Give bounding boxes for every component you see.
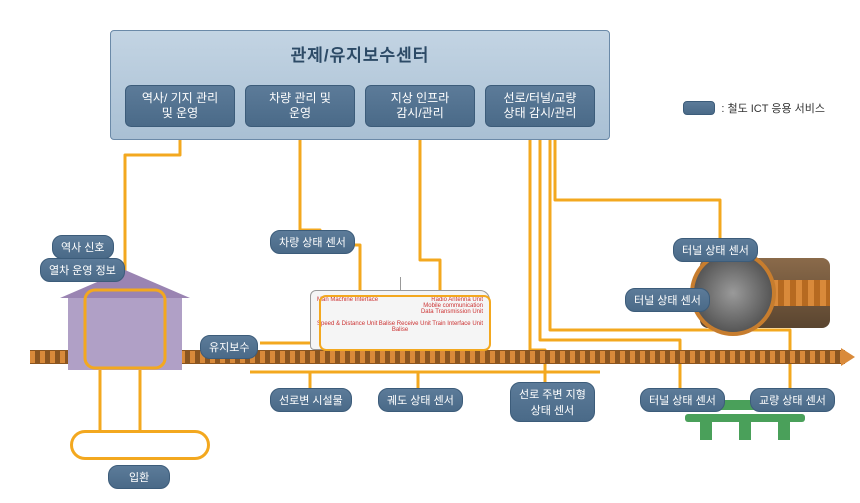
train-unit: Man Machine Interface Radio Antenna Unit…: [310, 290, 490, 350]
edge-svc4_b1: [530, 127, 545, 382]
legend-swatch: [683, 101, 715, 115]
edge-svc3_b: [420, 127, 440, 290]
sensor-label-sn3: 선로변 시설물: [270, 388, 352, 412]
shunting-label: 입환: [108, 465, 170, 489]
train-label-dtu: Data Transmission Unit: [317, 309, 483, 315]
station-building: [60, 270, 190, 370]
edge-svc4_b4: [555, 127, 720, 238]
edge-svc4_b2: [540, 127, 680, 388]
service-box-svc2: 차량 관리 및운영: [245, 85, 355, 127]
sensor-label-sn1: 차량 상태 센서: [270, 230, 355, 254]
station-label-sl2: 열차 운영 정보: [40, 258, 125, 282]
train-label-tiu: Train Interface Unit: [432, 321, 483, 327]
station-label-sl1: 역사 신호: [52, 235, 114, 259]
sensor-label-sn5: 선로 주변 지형상태 센서: [510, 382, 595, 422]
diagram-stage: 관제/유지보수센터 역사/ 기지 관리및 운영차량 관리 및운영지상 인프라감시…: [0, 0, 860, 503]
sensor-label-sn2: 유지보수: [200, 335, 258, 359]
service-box-svc4: 선로/터널/교량상태 감시/관리: [485, 85, 595, 127]
legend-label: : 철도 ICT 응용 서비스: [721, 100, 825, 116]
train-label-speed: Speed & Distance Unit: [317, 321, 377, 327]
shunting-loop: [70, 430, 210, 460]
sensor-label-sn4: 궤도 상태 센서: [378, 388, 463, 412]
train-label-balise: Balise: [317, 327, 483, 333]
service-box-svc1: 역사/ 기지 관리및 운영: [125, 85, 235, 127]
legend: : 철도 ICT 응용 서비스: [683, 100, 825, 116]
sensor-label-sn9: 교량 상태 센서: [750, 388, 835, 412]
service-box-svc3: 지상 인프라감시/관리: [365, 85, 475, 127]
edge-shunt_up2: [100, 364, 125, 430]
train-label-mmi: Man Machine Interface: [317, 297, 378, 303]
sensor-label-sn8: 터널 상태 센서: [640, 388, 725, 412]
tunnel-graphic: [700, 250, 830, 340]
edge-svc2_b: [300, 127, 360, 290]
sensor-label-sn7: 터널 상태 센서: [625, 288, 710, 312]
sensor-label-sn6: 터널 상태 센서: [673, 238, 758, 262]
track-arrow-icon: [841, 348, 855, 366]
control-center-title: 관제/유지보수센터: [111, 41, 609, 66]
